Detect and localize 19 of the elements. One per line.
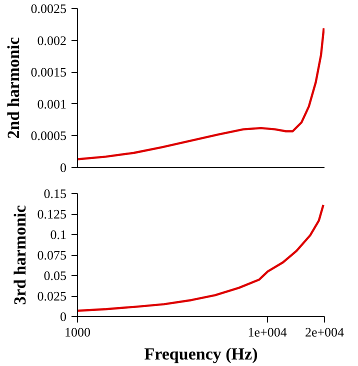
y-axis-title: 3rd harmonic (10, 204, 30, 305)
y-axis-title: 2nd harmonic (4, 36, 23, 139)
y-tick-label: 0.15 (44, 186, 66, 201)
x-axis-title: Frequency (Hz) (144, 344, 258, 364)
y-tick-label: 0.0005 (30, 128, 66, 144)
x-tick-label: 1e+004 (248, 324, 288, 340)
y-tick-label: 0.0025 (30, 1, 66, 16)
x-tick-label: 2e+004 (304, 324, 345, 340)
y-tick-label: 0.025 (37, 288, 66, 304)
y-tick-label: 0 (60, 309, 66, 324)
y-tick-label: 0.0015 (30, 64, 66, 80)
y-tick-label: 0.05 (44, 268, 66, 283)
y-tick-label: 0 (60, 160, 66, 175)
x-tick-label: 1000 (64, 324, 90, 340)
y-tick-label: 0.002 (37, 32, 66, 48)
y-tick-label: 0.075 (37, 248, 66, 262)
y-tick-label: 0.001 (37, 96, 66, 112)
y-tick-label: 0.125 (37, 206, 66, 222)
y-tick-label: 0.1 (50, 227, 66, 242)
